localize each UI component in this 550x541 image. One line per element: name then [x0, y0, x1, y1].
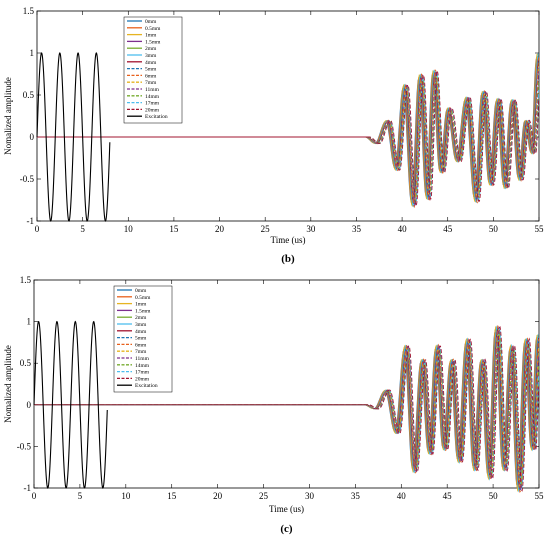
legend-entry: 5mm [145, 67, 157, 73]
legend-entry: 0mm [145, 19, 157, 25]
y-tick-label: 1 [27, 317, 32, 327]
x-tick-label: 45 [443, 491, 453, 501]
legend-entry: 5mm [135, 336, 147, 342]
series-group [36, 52, 540, 222]
axis-ticks: 0 5 10 15 20 25 30 35 40 45 50 55 -1 -0.5 0 0.5 1 1.5 [20, 6, 544, 234]
x-tick-label: 15 [169, 224, 179, 234]
legend-entry: 1mm [135, 302, 147, 308]
legend-entry: 20mm [135, 376, 150, 382]
panel-caption: (c) [280, 523, 293, 535]
legend-entry: 3mm [135, 322, 147, 328]
plot-area [36, 10, 540, 222]
x-tick-label: 55 [535, 224, 545, 234]
y-tick-label: 1 [30, 48, 35, 58]
legend-entry: 1mm [145, 33, 157, 39]
series-line-Excitation [36, 52, 111, 222]
legend-entry: Excitation [145, 114, 168, 120]
x-tick-label: 45 [443, 224, 453, 234]
axis-ticks: 0 5 10 15 20 25 30 35 40 45 50 55 -1 -0.5 0 0.5 1 1.5 [17, 275, 544, 501]
y-tick-label: -0.5 [20, 174, 35, 184]
legend-entry: 6mm [145, 73, 157, 79]
x-axis-label: Time (us) [269, 504, 304, 514]
legend-entry: 7mm [145, 80, 157, 86]
x-tick-label: 30 [306, 224, 316, 234]
legend: 0mm0.5mm1mm1.5mm2mm3mm4mm5mm6mm7mm11mm14… [123, 16, 183, 124]
legend-entry: 17mm [135, 370, 150, 376]
x-tick-label: 10 [121, 491, 131, 501]
y-tick-label: -0.5 [17, 441, 32, 451]
legend-entry: 11mm [145, 87, 160, 93]
legend-entry: 1.5mm [145, 39, 161, 45]
y-tick-label: -1 [27, 216, 35, 226]
legend-entry: 0.5mm [145, 26, 161, 32]
y-axis-label: Nomalized amplitude [3, 345, 13, 423]
y-tick-label: 1.5 [20, 275, 32, 285]
x-tick-label: 35 [351, 491, 361, 501]
chart-panel-b: 0 5 10 15 20 25 30 35 40 45 50 55 -1 -0.5 0 0.5 1 1.5 0mm… [3, 6, 544, 265]
legend-entry: 11mm [135, 356, 150, 362]
y-tick-label: 0.5 [23, 90, 35, 100]
legend-entry: 2mm [145, 46, 157, 52]
legend-entry: 0.5mm [135, 295, 151, 301]
series-line-Excitation [33, 320, 108, 489]
y-tick-label: 0 [27, 400, 32, 410]
y-tick-label: -1 [24, 483, 32, 493]
x-tick-label: 20 [215, 224, 225, 234]
legend-entry: 14mm [145, 94, 160, 100]
legend-entry: Excitation [135, 383, 158, 389]
legend-entry: 4mm [145, 60, 157, 66]
x-tick-label: 15 [167, 491, 177, 501]
x-tick-label: 5 [80, 224, 85, 234]
y-tick-label: 1.5 [23, 6, 35, 16]
x-tick-label: 50 [489, 224, 499, 234]
y-tick-label: 0.5 [20, 358, 32, 368]
x-tick-label: 0 [35, 224, 40, 234]
x-tick-label: 0 [32, 491, 37, 501]
legend-entry: 0mm [135, 288, 147, 294]
legend-entry: 17mm [145, 101, 160, 107]
x-tick-label: 35 [352, 224, 362, 234]
legend: 0mm0.5mm1mm1.5mm2mm3mm4mm5mm6mm7mm11mm14… [113, 285, 173, 393]
x-tick-label: 25 [259, 491, 269, 501]
x-tick-label: 25 [261, 224, 271, 234]
x-tick-label: 40 [397, 491, 407, 501]
x-axis-label: Time (us) [271, 235, 306, 245]
x-tick-label: 50 [489, 491, 499, 501]
panel-caption: (b) [281, 253, 295, 265]
x-tick-label: 5 [78, 491, 83, 501]
chart-panel-c: 0 5 10 15 20 25 30 35 40 45 50 55 -1 -0.5 0 0.5 1 1.5 0mm… [3, 275, 544, 535]
legend-entry: 3mm [145, 53, 157, 59]
series-line-4mm [37, 57, 540, 204]
legend-entry: 14mm [135, 363, 150, 369]
x-tick-label: 20 [213, 491, 223, 501]
series-group [33, 320, 540, 494]
y-axis-label: Nomalized amplitude [3, 77, 13, 155]
legend-entry: 6mm [135, 342, 147, 348]
series-line-20mm [37, 69, 540, 207]
legend-entry: 20mm [145, 107, 160, 113]
x-tick-label: 55 [535, 491, 545, 501]
x-tick-label: 10 [124, 224, 134, 234]
legend-entry: 2mm [135, 315, 147, 321]
x-tick-label: 40 [398, 224, 408, 234]
legend-entry: 4mm [135, 329, 147, 335]
legend-entry: 7mm [135, 349, 147, 355]
y-tick-label: 0 [30, 132, 35, 142]
x-tick-label: 30 [305, 491, 315, 501]
series-line-20mm [34, 326, 540, 492]
legend-entry: 1.5mm [135, 308, 151, 314]
